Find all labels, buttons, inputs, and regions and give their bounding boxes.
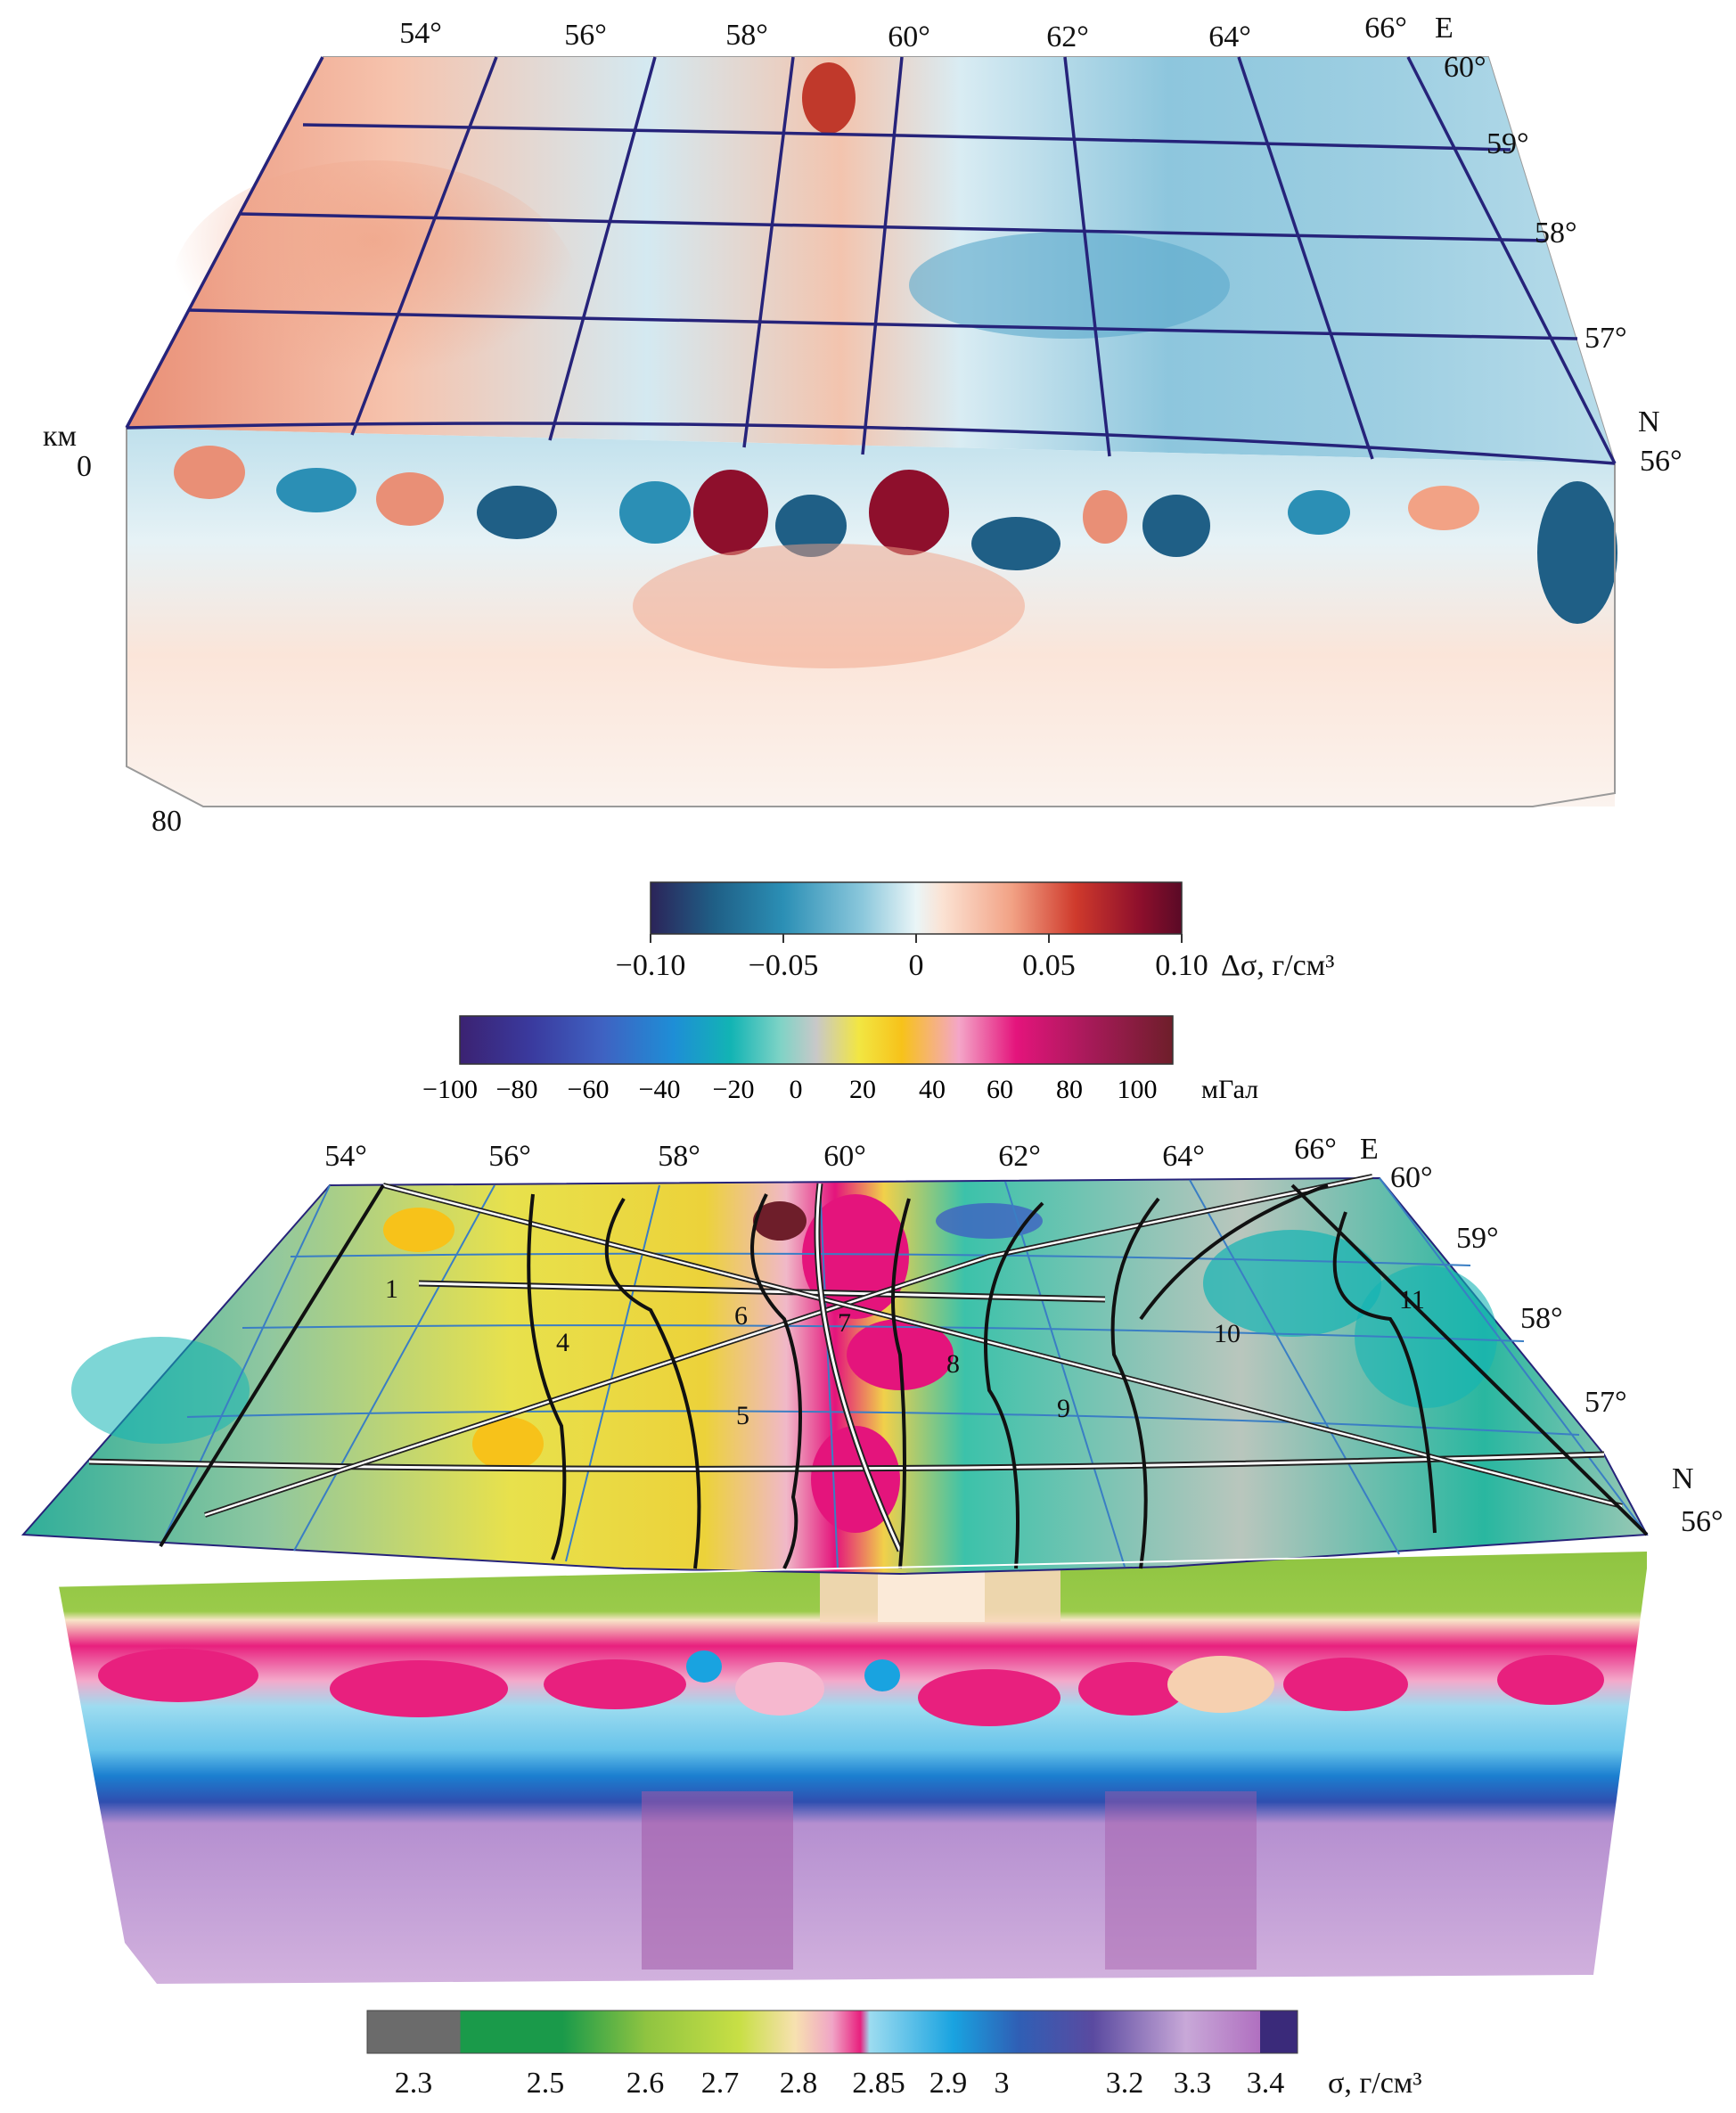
- dens-tick-2.6: 2.6: [626, 2067, 665, 2100]
- grav-tick-60: 60: [987, 1075, 1013, 1104]
- dens-tick-3.2: 3.2: [1106, 2067, 1144, 2100]
- density-anomaly-block: 54° 56° 58° 60° 62° 64° 66° E 60° 59° 58…: [43, 12, 1683, 838]
- zone-7: 7: [838, 1308, 851, 1338]
- zone-8: 8: [946, 1349, 960, 1379]
- zone-4: 4: [556, 1328, 569, 1357]
- front-section-patches: [98, 1542, 1604, 1970]
- delta-tick-neg010: −0.10: [616, 949, 686, 982]
- delta-tick-0: 0: [909, 949, 924, 982]
- depth-bottom-label: 80: [151, 805, 182, 838]
- cool-anomaly-east: [909, 232, 1230, 339]
- grav-tick-neg100: −100: [422, 1075, 478, 1104]
- top-lat-label-56: 56°: [1640, 445, 1683, 478]
- bottom-graticule: [160, 1177, 1648, 1569]
- grav-tick-neg80: −80: [496, 1075, 538, 1104]
- top-lon-label-66: 66°: [1364, 12, 1407, 45]
- top-lon-label-64: 64°: [1208, 20, 1251, 53]
- delta-tick-neg005: −0.05: [749, 949, 819, 982]
- delta-unit-label: Δσ, г/см³: [1221, 949, 1334, 982]
- zone-6: 6: [734, 1301, 748, 1331]
- hot-anomaly-north: [802, 62, 856, 134]
- grav-tick-100: 100: [1118, 1075, 1158, 1104]
- dens-tick-3.3: 3.3: [1174, 2067, 1212, 2100]
- top-lat-label-58: 58°: [1535, 217, 1577, 250]
- warm-anomaly-west: [169, 160, 579, 428]
- depth-top-label: 0: [77, 450, 92, 483]
- grav-tick-neg40: −40: [639, 1075, 681, 1104]
- bot-lat-label-59: 59°: [1456, 1222, 1499, 1255]
- grav-tick-neg60: −60: [568, 1075, 610, 1104]
- zone-1: 1: [385, 1274, 398, 1304]
- top-north-label: N: [1638, 405, 1660, 438]
- bot-east-label: E: [1360, 1133, 1379, 1166]
- bot-lon-label-60: 60°: [823, 1140, 866, 1173]
- top-lat-label-60: 60°: [1444, 51, 1486, 84]
- top-east-label: E: [1435, 12, 1453, 45]
- zone-boundaries: [159, 1183, 1649, 1569]
- zone-10: 10: [1214, 1319, 1241, 1348]
- top-lon-label-56: 56°: [564, 19, 607, 52]
- grav-tick-neg20: −20: [713, 1075, 755, 1104]
- top-lat-label-59: 59°: [1486, 127, 1529, 160]
- zone-5: 5: [736, 1401, 749, 1430]
- bot-lon-label-54: 54°: [324, 1140, 367, 1173]
- dens-tick-2.3: 2.3: [395, 2067, 433, 2100]
- top-lon-label-60: 60°: [888, 20, 930, 53]
- dens-tick-3: 3: [995, 2067, 1010, 2100]
- grav-tick-40: 40: [919, 1075, 946, 1104]
- dens-tick-2.9: 2.9: [929, 2067, 968, 2100]
- profile-lines: [88, 1174, 1623, 1552]
- grav-tick-0: 0: [790, 1075, 803, 1104]
- bot-lon-label-62: 62°: [998, 1140, 1041, 1173]
- grav-tick-80: 80: [1056, 1075, 1083, 1104]
- density-colorbar: 2.3 2.5 2.6 2.7 2.8 2.85 2.9 3 3.2 3.3 3…: [366, 2010, 1422, 2100]
- delta-tick-005: 0.05: [1022, 949, 1076, 982]
- dens-tick-2.5: 2.5: [527, 2067, 565, 2100]
- depth-unit-label: км: [43, 420, 77, 453]
- delta-tick-010: 0.10: [1155, 949, 1208, 982]
- grav-unit-label: мГал: [1201, 1075, 1258, 1104]
- top-lon-label-58: 58°: [725, 19, 768, 52]
- top-graticule: [125, 56, 1617, 465]
- dens-tick-3.4: 3.4: [1247, 2067, 1285, 2100]
- bottom-front-section: [43, 1551, 1647, 1984]
- density-anomaly-colorbar: −0.10 −0.05 0 0.05 0.10 Δσ, г/см³: [616, 881, 1334, 982]
- density-model-block: 54° 56° 58° 60° 62° 64° 66° E 60° 59° 58…: [20, 1133, 1724, 1984]
- dens-tick-2.85: 2.85: [852, 2067, 905, 2100]
- bot-lon-label-58: 58°: [658, 1140, 700, 1173]
- upper-crust-anomalies: [174, 446, 1617, 668]
- dens-tick-2.7: 2.7: [701, 2067, 740, 2100]
- bot-lat-label-58: 58°: [1520, 1302, 1563, 1335]
- top-lat-label-57: 57°: [1585, 322, 1627, 355]
- bot-lat-label-57: 57°: [1585, 1386, 1627, 1419]
- bot-lon-label-66: 66°: [1294, 1133, 1337, 1166]
- bot-lat-label-56: 56°: [1681, 1505, 1724, 1538]
- zone-11: 11: [1399, 1285, 1425, 1314]
- zone-9: 9: [1057, 1394, 1070, 1423]
- top-lon-label-54: 54°: [399, 17, 442, 50]
- bot-lon-label-56: 56°: [488, 1140, 531, 1173]
- dens-tick-2.8: 2.8: [780, 2067, 818, 2100]
- top-lon-label-62: 62°: [1046, 20, 1089, 53]
- dens-unit-label: σ, г/см³: [1328, 2067, 1422, 2100]
- bot-lon-label-64: 64°: [1162, 1140, 1205, 1173]
- gravity-colorbar: −100 −80 −60 −40 −20 0 20 40 60 80 100 м…: [422, 1015, 1258, 1104]
- bot-north-label: N: [1672, 1462, 1694, 1495]
- grav-tick-20: 20: [849, 1075, 876, 1104]
- bot-lat-label-60: 60°: [1390, 1161, 1433, 1194]
